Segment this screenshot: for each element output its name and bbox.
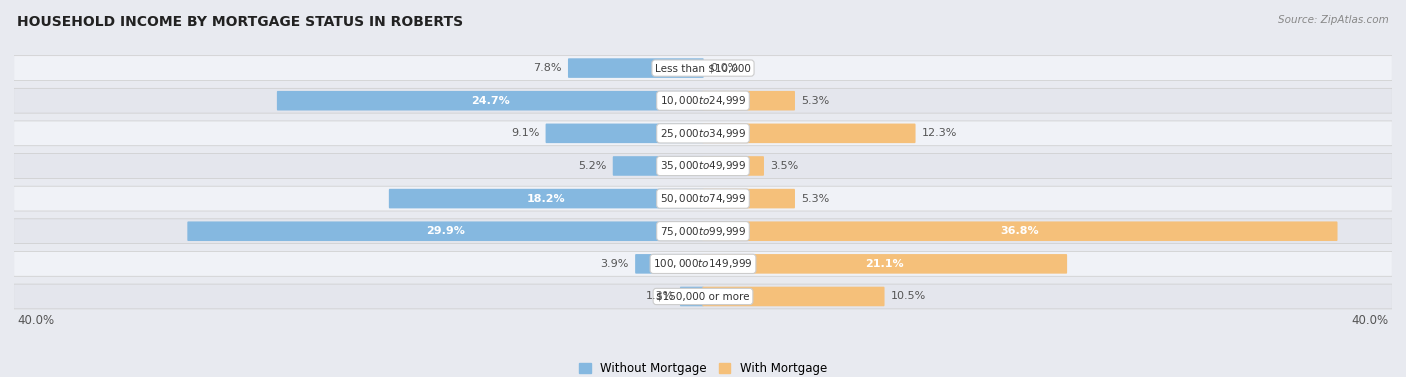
FancyBboxPatch shape [14,219,1392,244]
Text: $75,000 to $99,999: $75,000 to $99,999 [659,225,747,238]
Text: $100,000 to $149,999: $100,000 to $149,999 [654,257,752,270]
Text: Source: ZipAtlas.com: Source: ZipAtlas.com [1278,15,1389,25]
Text: 5.3%: 5.3% [801,194,830,204]
Text: 40.0%: 40.0% [17,314,55,328]
Text: 1.3%: 1.3% [645,291,673,302]
Text: 12.3%: 12.3% [922,128,957,138]
FancyBboxPatch shape [14,251,1392,276]
FancyBboxPatch shape [14,153,1392,178]
Text: 9.1%: 9.1% [510,128,540,138]
FancyBboxPatch shape [389,189,703,208]
Text: 10.5%: 10.5% [891,291,927,302]
Text: 3.9%: 3.9% [600,259,628,269]
Legend: Without Mortgage, With Mortgage: Without Mortgage, With Mortgage [574,357,832,377]
FancyBboxPatch shape [14,121,1392,146]
Text: $35,000 to $49,999: $35,000 to $49,999 [659,159,747,172]
Text: 29.9%: 29.9% [426,226,465,236]
Text: 40.0%: 40.0% [1351,314,1389,328]
Text: $50,000 to $74,999: $50,000 to $74,999 [659,192,747,205]
FancyBboxPatch shape [703,156,763,176]
FancyBboxPatch shape [703,91,794,110]
Text: 0.0%: 0.0% [710,63,738,73]
FancyBboxPatch shape [703,221,1337,241]
FancyBboxPatch shape [703,189,794,208]
FancyBboxPatch shape [14,284,1392,309]
FancyBboxPatch shape [546,124,703,143]
Text: 21.1%: 21.1% [866,259,904,269]
FancyBboxPatch shape [613,156,703,176]
Text: $10,000 to $24,999: $10,000 to $24,999 [659,94,747,107]
FancyBboxPatch shape [14,88,1392,113]
Text: 7.8%: 7.8% [533,63,562,73]
FancyBboxPatch shape [277,91,703,110]
Text: 24.7%: 24.7% [471,96,509,106]
FancyBboxPatch shape [187,221,703,241]
Text: 3.5%: 3.5% [770,161,799,171]
FancyBboxPatch shape [703,124,915,143]
Text: $25,000 to $34,999: $25,000 to $34,999 [659,127,747,140]
Text: 5.2%: 5.2% [578,161,606,171]
Text: 36.8%: 36.8% [1001,226,1039,236]
FancyBboxPatch shape [636,254,703,274]
Text: Less than $10,000: Less than $10,000 [655,63,751,73]
Text: $150,000 or more: $150,000 or more [657,291,749,302]
FancyBboxPatch shape [14,186,1392,211]
FancyBboxPatch shape [681,287,703,306]
Text: 18.2%: 18.2% [527,194,565,204]
Text: 5.3%: 5.3% [801,96,830,106]
FancyBboxPatch shape [703,287,884,306]
Text: HOUSEHOLD INCOME BY MORTGAGE STATUS IN ROBERTS: HOUSEHOLD INCOME BY MORTGAGE STATUS IN R… [17,15,463,29]
FancyBboxPatch shape [14,56,1392,80]
FancyBboxPatch shape [568,58,703,78]
FancyBboxPatch shape [703,254,1067,274]
